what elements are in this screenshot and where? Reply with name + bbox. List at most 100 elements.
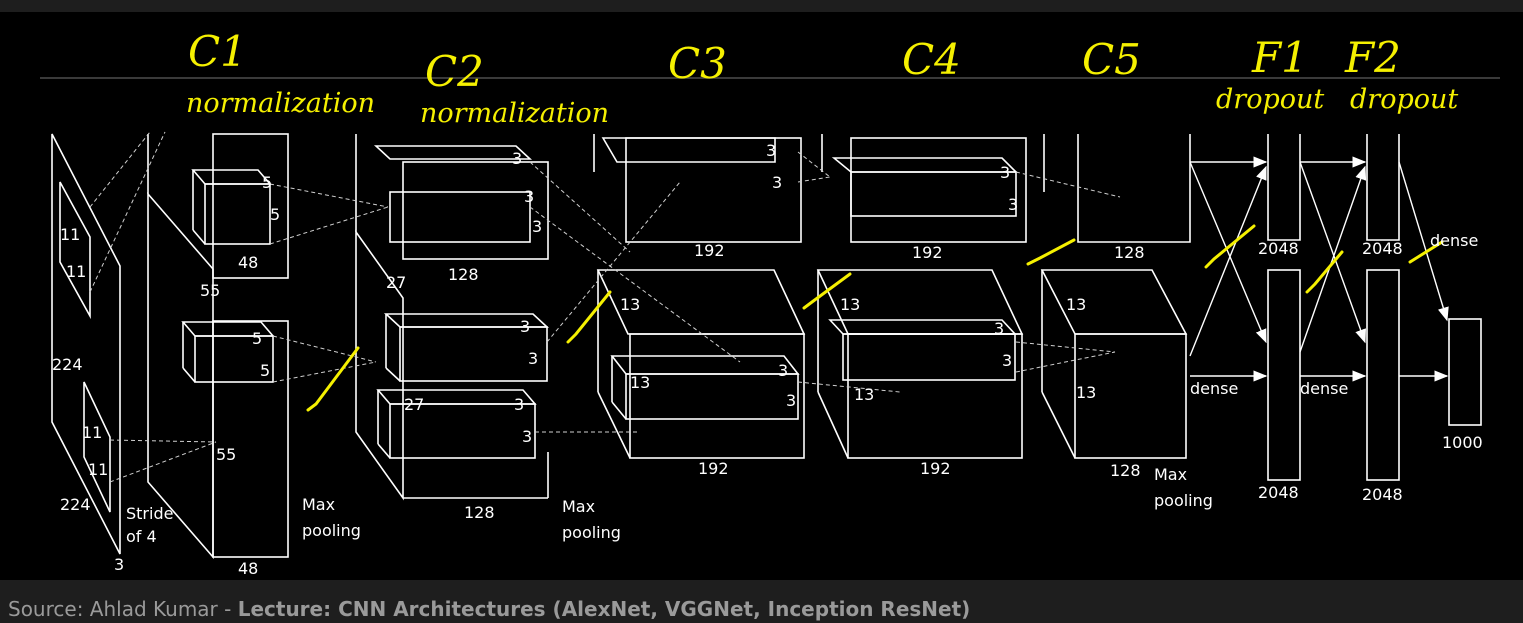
kernel-connectors	[89, 131, 1121, 483]
dim-label: 13	[630, 373, 650, 392]
dim-label: 128	[1114, 243, 1145, 262]
maxpool-label: Max	[562, 497, 595, 516]
stride-label-2: of 4	[126, 527, 157, 546]
dim-label: 192	[912, 243, 943, 262]
dim-label: 192	[920, 459, 951, 478]
dim-label: 27	[404, 395, 424, 414]
input-kernel-bottom	[83, 381, 111, 513]
dim-label: 3	[1000, 163, 1010, 182]
alexnet-diagram-svg: C1 normalization C2 normalization C3 C4 …	[40, 27, 1500, 578]
dim-label: 2048	[1362, 485, 1403, 504]
f1-label: F1	[1251, 33, 1308, 82]
dim-label: 224	[60, 495, 91, 514]
dim-label: 3	[522, 427, 532, 446]
dense-label: dense	[1430, 231, 1478, 250]
f1-dropout: dropout	[1216, 84, 1324, 115]
fc2-bottom	[1366, 269, 1400, 481]
f2-label: F2	[1344, 33, 1401, 82]
dim-label: 3	[778, 361, 788, 380]
c2-label: C2	[425, 47, 484, 96]
dim-label: 13	[620, 295, 640, 314]
dim-label: 5	[252, 329, 262, 348]
dense-label: dense	[1300, 379, 1348, 398]
dim-label: 3	[528, 349, 538, 368]
maxpool-label-2: pooling	[302, 521, 361, 540]
dim-label: 5	[270, 205, 280, 224]
dim-label: 27	[386, 273, 406, 292]
dim-label: 3	[786, 391, 796, 410]
handwritten-annotations: C1 normalization C2 normalization C3 C4 …	[186, 27, 1458, 129]
dim-label: 3	[512, 149, 522, 168]
dim-label: 2048	[1258, 483, 1299, 502]
dim-label: 48	[238, 559, 258, 578]
conv1-top	[212, 133, 289, 279]
dim-label: 11	[88, 460, 108, 479]
dim-label: 3	[514, 395, 524, 414]
dense-arrows	[1189, 156, 1449, 382]
dim-label: 3	[524, 187, 534, 206]
conv5-top	[1077, 134, 1191, 243]
maxpool-label: Max	[1154, 465, 1187, 484]
dim-label: 3	[114, 555, 124, 574]
fc1-bottom	[1267, 269, 1301, 481]
dim-label: 128	[1110, 461, 1141, 480]
conv5-bottom	[1074, 333, 1187, 459]
dim-label: 11	[82, 423, 102, 442]
dim-label: 13	[1066, 295, 1086, 314]
caption-prefix: Source:	[8, 597, 84, 621]
dim-label: 192	[694, 241, 725, 260]
dim-label: 3	[772, 173, 782, 192]
c3-label: C3	[668, 39, 727, 88]
dim-label: 224	[52, 355, 83, 374]
input-slab	[51, 133, 121, 555]
c1-label: C1	[188, 27, 247, 76]
dim-label: 48	[238, 253, 258, 272]
c2-normalization: normalization	[420, 98, 609, 129]
dim-label: 5	[262, 173, 272, 192]
caption-author: Ahlad Kumar -	[83, 597, 238, 621]
dim-label: 13	[854, 385, 874, 404]
layer-geometry	[51, 133, 1482, 560]
dim-label: 55	[200, 281, 220, 300]
dim-label: 3	[532, 217, 542, 236]
handwritten-checkmarks	[306, 224, 1444, 412]
dim-label: 3	[766, 141, 776, 160]
dim-label: 11	[60, 225, 80, 244]
conv3-bottom	[629, 333, 805, 459]
dim-label: 1000	[1442, 433, 1483, 452]
dim-label: 3	[994, 319, 1004, 338]
conv2-top	[402, 161, 549, 260]
c5-label: C5	[1082, 35, 1141, 84]
maxpool-label-2: pooling	[1154, 491, 1213, 510]
conv1-slab	[147, 191, 214, 560]
stride-label: Stride	[126, 504, 173, 523]
dim-label: 11	[66, 262, 86, 281]
dim-label: 3	[520, 317, 530, 336]
fc2-top	[1366, 134, 1400, 241]
dim-label: 192	[698, 459, 729, 478]
dim-label: 55	[216, 445, 236, 464]
dim-label: 5	[260, 361, 270, 380]
dim-label: 3	[1002, 351, 1012, 370]
conv4-top	[850, 137, 1027, 243]
dimension-labels: 11 11 224 11 11 224 3 Stride of 4 5 5 48…	[52, 141, 1483, 578]
dim-label: 13	[1076, 383, 1096, 402]
dim-label: 2048	[1362, 239, 1403, 258]
f2-dropout: dropout	[1350, 84, 1458, 115]
dim-label: 3	[1008, 195, 1018, 214]
alexnet-diagram: C1 normalization C2 normalization C3 C4 …	[0, 12, 1523, 580]
dim-label: 2048	[1258, 239, 1299, 258]
output-layer	[1448, 318, 1482, 426]
conv1-kernel-a	[204, 183, 271, 245]
c4-label: C4	[902, 35, 961, 84]
dim-label: 128	[464, 503, 495, 522]
c1-normalization: normalization	[186, 88, 375, 119]
dim-label: 13	[840, 295, 860, 314]
caption-title: Lecture: CNN Architectures (AlexNet, VGG…	[237, 597, 971, 621]
input-kernel-top	[59, 181, 91, 320]
maxpool-label-2: pooling	[562, 523, 621, 542]
source-caption: Source: Ahlad Kumar - Lecture: CNN Archi…	[8, 597, 970, 621]
dense-label: dense	[1190, 379, 1238, 398]
maxpool-label: Max	[302, 495, 335, 514]
